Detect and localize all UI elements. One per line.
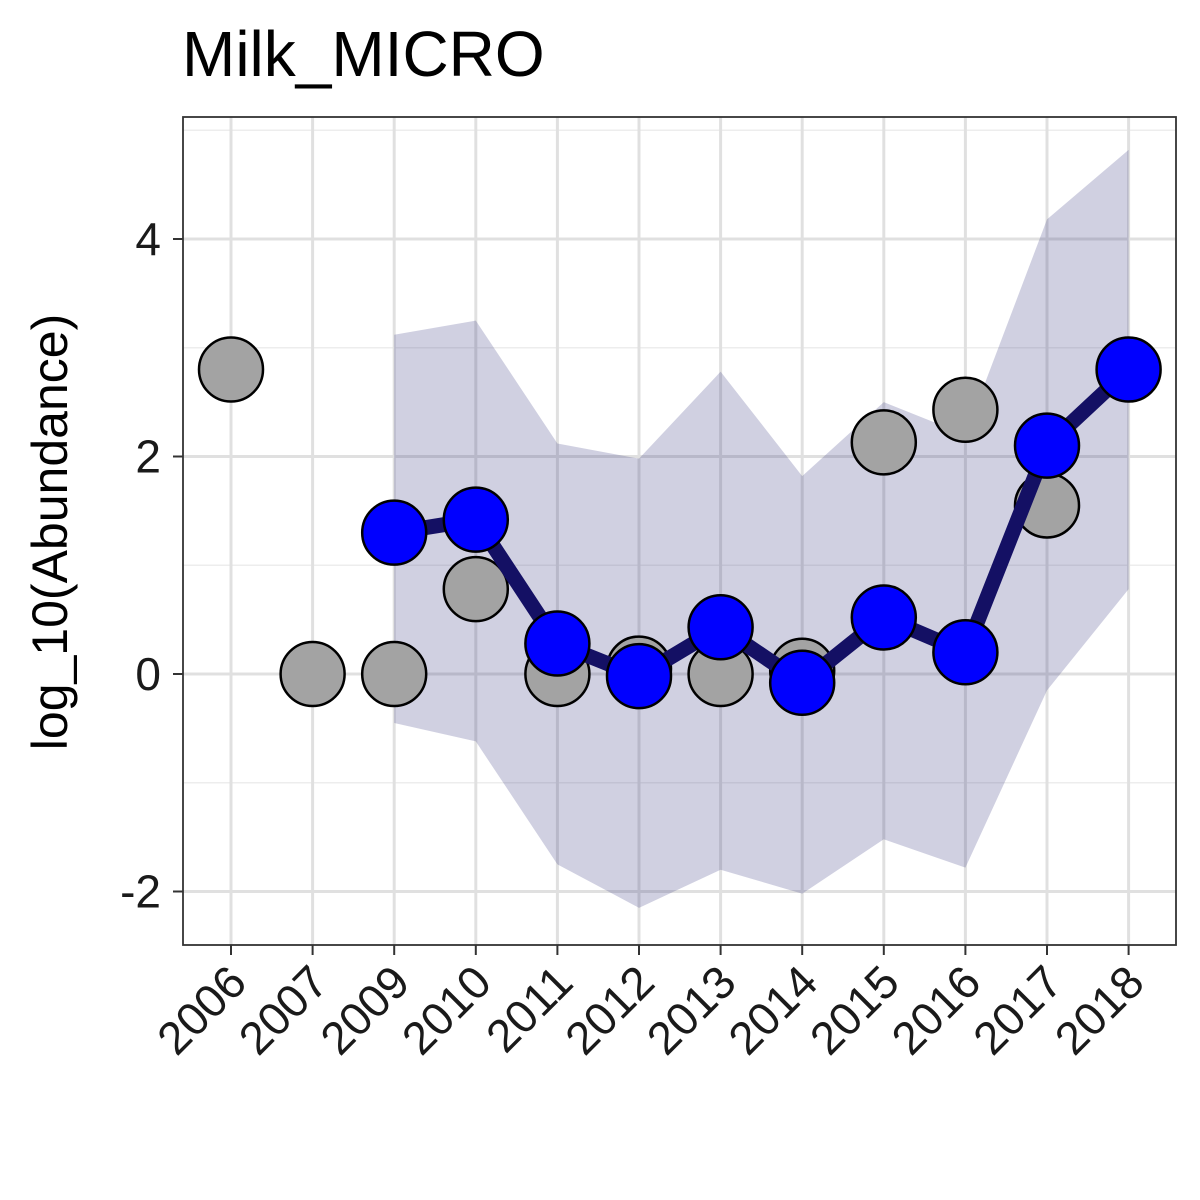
observed-point [850, 409, 918, 476]
confidence-band [394, 149, 1129, 908]
x-tick-label: 2012 [555, 955, 664, 1064]
fitted-line [386, 362, 1137, 691]
fitted-point [524, 610, 591, 677]
y-tick-label: 4 [135, 213, 161, 265]
y-axis-label: log_10(Abundance) [22, 314, 78, 750]
fitted-point [1095, 336, 1162, 403]
y-tick-label: 0 [135, 648, 161, 700]
observed-point [360, 640, 428, 708]
observed-point [442, 555, 510, 623]
x-tick-label: 2006 [147, 955, 256, 1064]
x-tick-label: 2010 [392, 955, 501, 1064]
panel-border [182, 116, 1177, 946]
y-tick-label: 2 [135, 431, 161, 483]
fitted-point [687, 593, 754, 661]
fitted-point [932, 619, 999, 686]
fitted-point [1013, 412, 1081, 479]
x-tick-label: 2009 [310, 955, 419, 1064]
x-tick-label: 2014 [718, 955, 827, 1064]
x-tick-label: 2016 [881, 955, 990, 1064]
x-tick-label: 2011 [476, 955, 583, 1062]
fitted-point [442, 486, 510, 553]
fitted-point [850, 584, 918, 651]
fitted-point [768, 649, 836, 716]
y-tick-label: -2 [120, 866, 161, 918]
x-tick-label: 2017 [963, 955, 1072, 1064]
plot-area: -202420062007200920102011201220132014201… [120, 116, 1177, 1064]
observed-point [279, 640, 346, 708]
fitted-point [360, 499, 428, 566]
observed-point [932, 376, 999, 443]
fitted-point [605, 642, 673, 710]
x-tick-label: 2018 [1045, 955, 1154, 1064]
x-tick-label: 2013 [637, 955, 746, 1064]
x-tick-label: 2007 [229, 955, 338, 1064]
observed-point [197, 336, 265, 403]
chart-title: Milk_MICRO [182, 18, 545, 90]
x-tick-label: 2015 [800, 955, 909, 1064]
